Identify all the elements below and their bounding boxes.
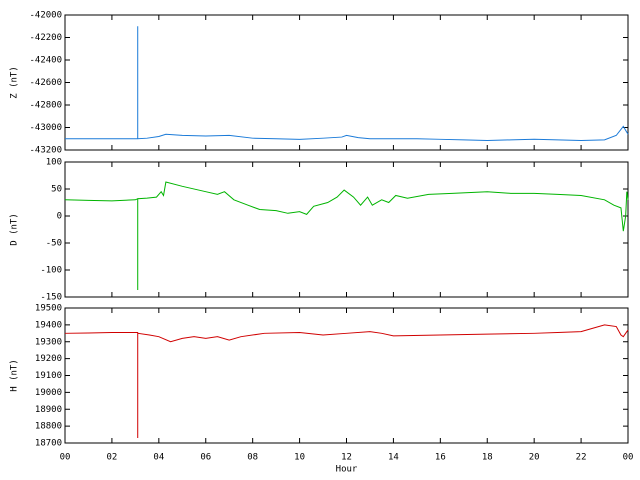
y-tick-label: 19200 [35,354,62,364]
x-tick-label: 06 [200,453,211,463]
plot-frame [64,161,629,298]
x-tick-label: 00 [623,453,634,463]
x-tick-label: 20 [529,453,540,463]
y-tick-label: -43000 [29,123,62,133]
y-axis-label: D (nT) [10,213,20,246]
y-tick-label: -150 [40,293,62,303]
y-tick-label: 19100 [35,371,62,381]
y-tick-label: -50 [46,239,62,249]
data-line [65,26,629,141]
x-tick-label: 00 [60,453,71,463]
x-tick-label: 14 [388,453,399,463]
y-tick-label: -42200 [29,33,62,43]
x-tick-label: 12 [341,453,352,463]
x-axis-label: Hour [336,465,358,475]
y-tick-label: 19500 [35,304,62,314]
y-axis-label: H (nT) [10,359,20,392]
plot-frame [64,14,629,151]
x-tick-label: 02 [106,453,117,463]
y-tick-label: 0 [57,212,62,222]
plot-frame [64,307,629,444]
y-tick-label: 19400 [35,320,62,330]
y-tick-label: 19300 [35,337,62,347]
x-tick-label: 18 [482,453,493,463]
y-tick-label: -43200 [29,146,62,156]
x-tick-label: 22 [576,453,587,463]
data-line [64,181,629,290]
y-axis-label: Z (nT) [10,66,20,99]
y-tick-label: -42600 [29,78,62,88]
y-tick-label: -42000 [29,11,62,21]
data-line [64,324,629,438]
y-tick-label: 19000 [35,388,62,398]
y-tick-label: 18700 [35,439,62,449]
y-tick-label: 50 [51,185,62,195]
y-tick-label: 18900 [35,405,62,415]
x-tick-label: 04 [153,453,164,463]
y-tick-label: -42400 [29,56,62,66]
y-tick-label: -100 [40,266,62,276]
x-tick-label: 10 [294,453,305,463]
x-tick-label: 08 [247,453,258,463]
x-tick-label: 16 [435,453,446,463]
y-tick-label: 18800 [35,422,62,432]
y-tick-label: 100 [46,158,62,168]
y-tick-label: -42800 [29,101,62,111]
